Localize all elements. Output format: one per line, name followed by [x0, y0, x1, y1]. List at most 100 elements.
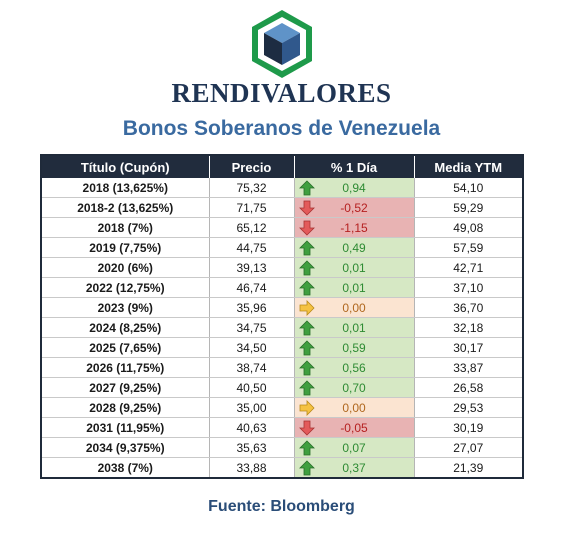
table-row: 2038 (7%) 33,88 0,37 21,39 — [41, 457, 523, 478]
bond-change-value: 0,56 — [342, 360, 366, 375]
bond-ytm: 21,39 — [453, 460, 484, 475]
bond-price: 35,96 — [209, 297, 295, 318]
bond-title: 2027 (9,25%) — [41, 377, 210, 398]
header-price: Precio — [209, 155, 295, 178]
bond-change-cell: 0,59 — [294, 337, 415, 358]
bond-price: 35,00 — [209, 397, 295, 418]
bond-ytm: 37,10 — [414, 277, 523, 298]
bond-change-cell: 0,00 — [294, 397, 415, 418]
bond-price: 40,63 — [209, 417, 295, 438]
bond-ytm: 59,29 — [414, 197, 523, 218]
table-row: 2028 (9,25%) 35,00 0,00 29,53 — [41, 397, 523, 418]
bond-change-cell: 0,01 — [294, 317, 415, 338]
green-up-arrow-icon — [298, 460, 315, 476]
bond-change-cell: -1,15 — [294, 217, 415, 238]
bond-ytm: 33,87 — [414, 357, 523, 378]
header-ytm: Media YTM — [414, 155, 523, 178]
bond-ytm: 49,08 — [414, 217, 523, 238]
yellow-right-arrow-icon — [299, 300, 315, 316]
bond-price: 34,75 — [209, 317, 295, 338]
table-row: 2023 (9%) 35,96 0,00 36,70 — [41, 297, 523, 318]
bond-title: 2031 (11,95%) — [41, 417, 210, 438]
bond-ytm: 42,71 — [414, 257, 523, 278]
logo-icon — [252, 10, 312, 78]
bond-price: 33,88 — [209, 457, 295, 478]
green-up-arrow-icon — [298, 320, 315, 336]
bond-price: 38,74 — [209, 357, 295, 378]
bond-price: 40,50 — [209, 377, 295, 398]
bond-change-value: 0,00 — [342, 300, 366, 315]
bond-title: 2026 (11,75%) — [41, 357, 210, 378]
bond-change-value: -0,52 — [340, 200, 368, 215]
bond-ytm: 57,59 — [414, 237, 523, 258]
bond-title: 2018-2 (13,625%) — [41, 197, 210, 218]
bond-change-cell: 0,70 — [294, 377, 415, 398]
green-up-arrow-icon — [298, 380, 315, 396]
bond-ytm: 29,53 — [414, 397, 523, 418]
table-row: 2026 (11,75%) 38,74 0,56 33,87 — [41, 357, 523, 378]
bond-change-value: 0,07 — [342, 440, 366, 455]
bond-change-cell: 0,37 — [294, 457, 415, 478]
green-up-arrow-icon — [298, 280, 315, 296]
bond-change-value: 0,94 — [342, 180, 366, 195]
bond-price: 34,50 — [209, 337, 295, 358]
brand-name: RENDIVALORES — [171, 78, 392, 108]
bond-change-value: 0,70 — [342, 380, 366, 395]
red-down-arrow-icon — [298, 220, 315, 236]
bond-change-value: -0,05 — [340, 420, 368, 435]
bond-change-value: -1,15 — [340, 220, 368, 235]
bond-price: 46,74 — [209, 277, 295, 298]
bond-change-value: 0,00 — [342, 400, 366, 415]
bond-change-value: 0,01 — [342, 280, 366, 295]
bond-change-value: 0,01 — [342, 320, 366, 335]
page-title: Bonos Soberanos de Venezuela — [122, 117, 441, 140]
bond-title: 2028 (9,25%) — [41, 397, 210, 418]
green-up-arrow-icon — [298, 260, 315, 276]
bond-title: 2019 (7,75%) — [41, 237, 210, 258]
bond-price: 75,32 — [209, 178, 295, 198]
bond-price: 65,12 — [209, 217, 295, 238]
source-note: Fuente: Bloomberg — [208, 498, 355, 515]
bond-change-cell: 0,94 — [294, 178, 415, 198]
bond-change-cell: -0,52 — [294, 197, 415, 218]
table-row: 2034 (9,375%) 35,63 0,07 27,07 — [41, 437, 523, 458]
bond-change-cell: -0,05 — [294, 417, 415, 438]
bond-change-cell: 0,56 — [294, 357, 415, 378]
bond-price: 35,63 — [209, 437, 295, 458]
bond-change-cell: 0,07 — [294, 437, 415, 458]
bond-change-cell: 0,01 — [294, 257, 415, 278]
green-up-arrow-icon — [298, 340, 315, 356]
bond-title: 2038 (7%) — [41, 457, 210, 478]
table-header-row: Título (Cupón) Precio % 1 Día Media YTM — [41, 155, 523, 178]
bonds-table: Título (Cupón) Precio % 1 Día Media YTM … — [40, 154, 524, 479]
green-up-arrow-icon — [298, 240, 315, 256]
table-row: 2020 (6%) 39,13 0,01 42,71 — [41, 257, 523, 278]
bond-ytm: 32,18 — [414, 317, 523, 338]
bond-ytm: 36,70 — [414, 297, 523, 318]
green-up-arrow-icon — [298, 180, 315, 196]
bond-title: 2034 (9,375%) — [41, 437, 210, 458]
table-row: 2031 (11,95%) 40,63 -0,05 30,19 — [41, 417, 523, 438]
bond-price: 71,75 — [209, 197, 295, 218]
bond-title: 2025 (7,65%) — [41, 337, 210, 358]
bond-price: 44,75 — [209, 237, 295, 258]
red-down-arrow-icon — [298, 420, 315, 436]
bond-change-value: 0,59 — [342, 340, 366, 355]
table-row: 2027 (9,25%) 40,50 0,70 26,58 — [41, 377, 523, 398]
bond-title: 2018 (7%) — [41, 217, 210, 238]
bond-title: 2018 (13,625%) — [41, 178, 210, 198]
yellow-right-arrow-icon — [299, 400, 315, 416]
green-up-arrow-icon — [298, 360, 315, 376]
header-title: Título (Cupón) — [41, 155, 210, 178]
table-row: 2022 (12,75%) 46,74 0,01 37,10 — [41, 277, 523, 298]
bond-ytm: 30,19 — [414, 417, 523, 438]
bond-change-value: 0,49 — [342, 240, 366, 255]
bond-change-value: 0,37 — [342, 460, 366, 475]
header-change: % 1 Día — [294, 155, 415, 178]
bond-change-cell: 0,49 — [294, 237, 415, 258]
green-up-arrow-icon — [298, 440, 315, 456]
table-row: 2024 (8,25%) 34,75 0,01 32,18 — [41, 317, 523, 338]
bond-title: 2024 (8,25%) — [41, 317, 210, 338]
table-row: 2018-2 (13,625%) 71,75 -0,52 59,29 — [41, 197, 523, 218]
table-row: 2018 (7%) 65,12 -1,15 49,08 — [41, 217, 523, 238]
